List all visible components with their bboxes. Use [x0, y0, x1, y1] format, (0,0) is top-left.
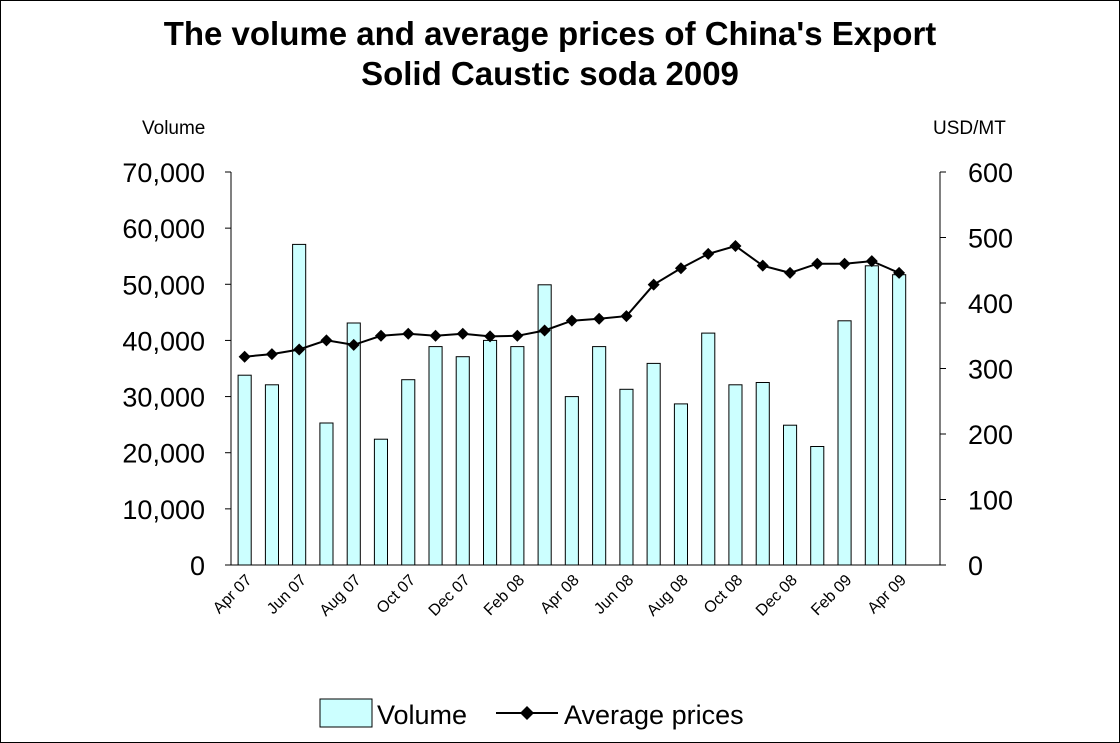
bar-volume	[401, 379, 416, 566]
x-tick-label: Dec 08	[753, 572, 801, 620]
right-tick-label: 500	[968, 224, 1013, 254]
point-average-price	[565, 314, 578, 327]
x-tick-label: Dec 07	[426, 572, 474, 620]
bar-volume	[619, 388, 634, 566]
bar-volume	[564, 396, 579, 566]
x-tick-label: Jun 07	[264, 572, 310, 618]
point-average-price	[538, 324, 551, 337]
x-tick-label: Feb 09	[808, 572, 855, 619]
left-tick-label: 20,000	[122, 439, 205, 469]
bar-volume	[428, 346, 443, 566]
bar-volume	[728, 384, 743, 566]
point-average-price	[347, 338, 360, 351]
point-average-price	[865, 255, 878, 268]
bar-volume	[346, 322, 361, 566]
point-average-price	[429, 329, 442, 342]
bar-volume	[701, 332, 716, 566]
bar-volume	[483, 339, 498, 566]
x-tick-label: Jun 08	[591, 572, 637, 618]
x-tick-label: Aug 08	[644, 572, 692, 620]
line-average-prices	[244, 244, 900, 358]
right-tick-label: 400	[968, 289, 1013, 319]
left-tick-label: 0	[190, 551, 205, 581]
right-tick-label: 100	[968, 486, 1013, 516]
point-average-price	[811, 257, 824, 270]
bar-volume	[892, 274, 907, 566]
point-average-price	[674, 262, 687, 275]
x-tick-label: Feb 08	[481, 572, 528, 619]
point-average-price	[320, 334, 333, 347]
legend: Volume Average prices	[319, 698, 744, 730]
bar-volume	[373, 438, 388, 566]
bar-volume	[864, 265, 879, 566]
bar-volume	[264, 384, 279, 566]
point-average-price	[238, 350, 251, 363]
point-average-price	[293, 343, 306, 356]
point-average-price	[893, 266, 906, 279]
point-average-price	[647, 278, 660, 291]
right-tick-label: 200	[968, 420, 1013, 450]
bar-volume	[755, 382, 770, 566]
chart-title-line1: The volume and average prices of China's…	[163, 15, 937, 52]
point-average-price	[838, 257, 851, 270]
point-average-price	[402, 327, 415, 340]
left-tick-label: 30,000	[122, 383, 205, 413]
left-tick-label: 40,000	[122, 326, 205, 356]
bar-volume	[810, 446, 825, 566]
bar-volume	[510, 346, 525, 566]
bar-volume	[837, 320, 852, 566]
left-tick-label: 60,000	[122, 214, 205, 244]
point-average-price	[784, 266, 797, 279]
x-tick-label: Apr 09	[865, 572, 910, 617]
bar-volume	[237, 374, 252, 566]
x-tick-label: Oct 07	[374, 572, 419, 617]
point-average-price	[756, 259, 769, 272]
x-tick-label: Oct 08	[701, 572, 746, 617]
point-average-price	[265, 348, 278, 361]
left-tick-label: 10,000	[122, 495, 205, 525]
bar-volume	[455, 356, 470, 566]
bar-volume	[592, 346, 607, 566]
left-axis-title: Volume	[142, 118, 205, 139]
right-axis-title: USD/MT	[933, 118, 1006, 139]
bar-volume	[646, 362, 661, 566]
legend-label-average-prices: Average prices	[564, 700, 744, 730]
legend-marker-average-prices	[520, 706, 534, 720]
point-average-price	[702, 247, 715, 260]
chart-title: The volume and average prices of China's…	[0, 14, 1100, 94]
bar-volume	[673, 403, 689, 566]
chart-title-line2: Solid Caustic soda 2009	[361, 55, 739, 92]
point-average-price	[729, 240, 742, 253]
x-tick-label: Apr 08	[537, 572, 582, 617]
point-average-price	[374, 329, 387, 342]
left-tick-label: 50,000	[122, 270, 205, 300]
point-average-price	[511, 329, 524, 342]
bar-volume	[292, 243, 307, 566]
point-average-price	[484, 330, 497, 343]
legend-swatch-volume	[319, 698, 373, 728]
point-average-price	[456, 327, 469, 340]
right-tick-label: 300	[968, 355, 1013, 385]
x-tick-label: Aug 07	[317, 572, 365, 620]
left-tick-label: 70,000	[122, 158, 205, 188]
bar-volume	[319, 422, 334, 566]
x-tick-label: Apr 07	[210, 572, 255, 617]
point-average-price	[593, 312, 606, 325]
bar-volume	[783, 424, 798, 566]
right-tick-label: 0	[968, 551, 983, 581]
point-average-price	[620, 310, 633, 323]
plot-area: 0 10,000 20,000 30,000 40,000 50,000 60,000 70,…	[122, 158, 1013, 620]
right-tick-label: 600	[968, 158, 1013, 188]
legend-label-volume: Volume	[377, 700, 467, 730]
